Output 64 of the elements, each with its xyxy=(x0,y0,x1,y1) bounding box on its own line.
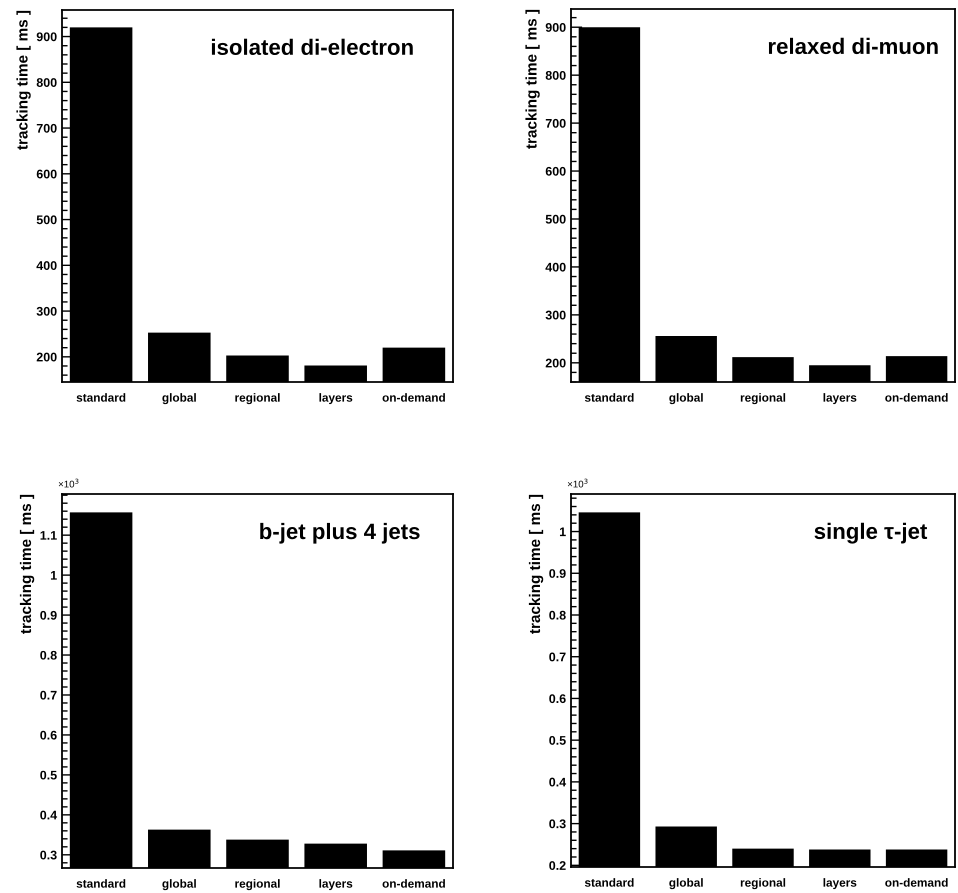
x-tick-label: layers xyxy=(319,393,352,404)
x-tick-label: regional xyxy=(740,393,786,404)
y-tick-label: 1.1 xyxy=(40,531,57,540)
text: relaxed di-muon xyxy=(768,38,938,54)
text: single τ-jet xyxy=(814,522,928,544)
text: ×10$^{3}$ xyxy=(568,478,588,488)
y-tick-label: 0.3 xyxy=(549,819,566,828)
y-tick-label: 600 xyxy=(546,166,566,176)
x-tick-label: regional xyxy=(740,878,786,890)
y-tick-label: 0.3 xyxy=(40,850,57,860)
x-tick-label: standard xyxy=(76,879,126,888)
x-tick-label: on-demand xyxy=(382,393,445,402)
text: b-jet plus 4 jets xyxy=(260,522,420,544)
y-tick-label: 0.7 xyxy=(40,690,57,700)
x-tick-label: on-demand xyxy=(885,878,948,887)
y-tick-label: 0.6 xyxy=(549,694,566,704)
y-tick-label: 0.5 xyxy=(549,736,566,745)
y-tick-label: 700 xyxy=(36,124,57,133)
y-axis-title: tracking time [ ms ] xyxy=(20,494,34,634)
y-tick-label: 0.7 xyxy=(549,652,566,662)
x-tick-label: layers xyxy=(824,393,856,404)
y-tick-label: 700 xyxy=(546,118,566,128)
y-tick-label: 400 xyxy=(545,262,566,272)
y-tick-label: 0.8 xyxy=(549,610,566,620)
x-tick-label: layers xyxy=(824,878,856,890)
x-tick-label: global xyxy=(669,393,703,404)
y-tick-label: 0.4 xyxy=(40,810,58,820)
y-tick-label: 0.2 xyxy=(549,861,566,870)
x-tick-label: global xyxy=(669,878,703,890)
y-tick-label: 300 xyxy=(546,310,566,320)
y-tick-label: 0.4 xyxy=(549,778,566,787)
y-tick-label: 400 xyxy=(36,261,57,270)
y-tick-label: 1 xyxy=(50,571,57,580)
y-tick-label: 600 xyxy=(36,170,57,178)
y-tick-label: 300 xyxy=(36,306,57,316)
y-axis-title: tracking time [ ms ] xyxy=(16,10,31,150)
y-tick-label: 800 xyxy=(36,78,57,87)
x-tick-label: standard xyxy=(584,878,634,887)
x-tick-label: on-demand xyxy=(382,879,445,888)
y-tick-label: 0.9 xyxy=(549,569,566,578)
y-tick-label: 900 xyxy=(36,32,57,42)
x-tick-label: global xyxy=(162,879,196,890)
y-tick-label: 0.9 xyxy=(40,610,57,620)
y-tick-label: 200 xyxy=(36,352,57,362)
y-axis-title: tracking time [ ms ] xyxy=(525,10,540,149)
y-tick-label: 500 xyxy=(546,214,566,224)
x-tick-label: standard xyxy=(584,393,634,402)
y-tick-label: 0.6 xyxy=(40,730,57,740)
x-tick-label: regional xyxy=(235,393,280,404)
y-axis-title: tracking time [ ms ] xyxy=(528,494,544,634)
x-tick-label: layers xyxy=(319,879,352,890)
x-tick-label: standard xyxy=(76,393,126,402)
x-tick-label: on-demand xyxy=(885,393,948,402)
y-tick-label: 200 xyxy=(546,358,566,368)
y-tick-label: 0.5 xyxy=(40,770,57,780)
y-tick-label: 500 xyxy=(36,215,57,224)
y-tick-label: 0.8 xyxy=(40,650,57,660)
y-tick-label: 900 xyxy=(546,23,566,32)
text: isolated di-electron xyxy=(212,38,413,56)
x-tick-label: regional xyxy=(235,879,280,890)
y-tick-label: 800 xyxy=(546,70,566,80)
y-tick-label: 1 xyxy=(560,527,566,536)
x-tick-label: global xyxy=(162,393,196,404)
text: ×10$^{3}$ xyxy=(58,478,78,488)
